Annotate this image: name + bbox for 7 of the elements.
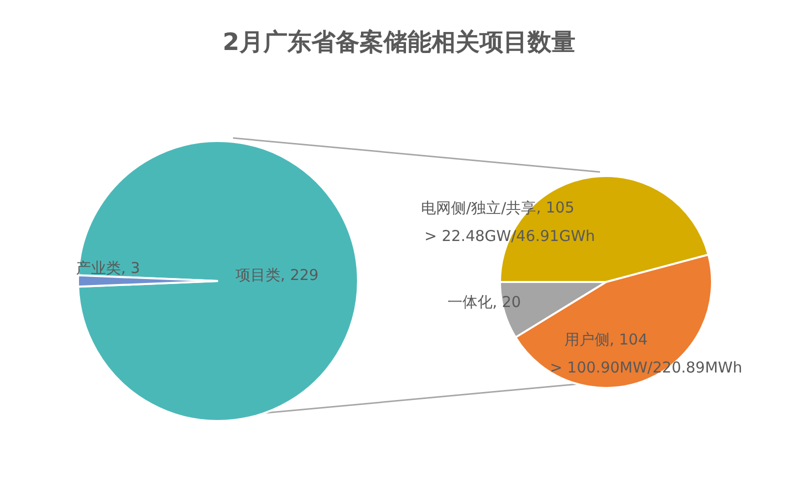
data-label: , 229	[280, 266, 319, 284]
data-label: , 20	[492, 292, 521, 311]
data-label: , 105	[536, 198, 574, 217]
chart-title: 2月广东省备案储能相关项目数量	[222, 27, 576, 58]
pie-slice	[77, 140, 359, 422]
data-label: , 104	[609, 330, 648, 348]
data-label: , 3	[120, 259, 140, 278]
